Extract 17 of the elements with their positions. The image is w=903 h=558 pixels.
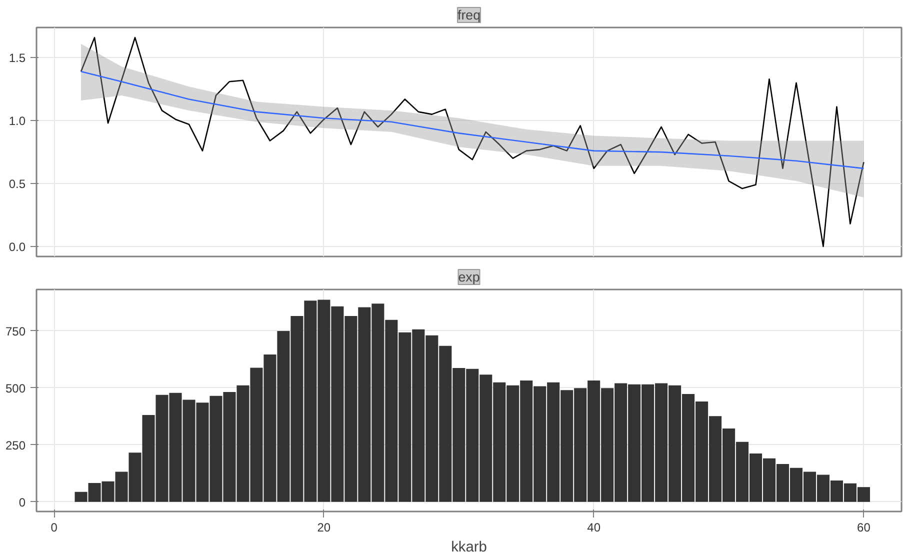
x-tick-label: 0 [50,520,58,534]
line-series [80,36,864,248]
y-tick-label: 500 [5,381,26,396]
y-tick-label: 0.5 [8,177,26,192]
x-tick-label: 20 [317,520,331,534]
chart-title: freq [458,8,480,22]
line-series [80,70,864,170]
x-axis-title: kkarb [451,540,487,556]
x-tick-label: 40 [587,520,601,534]
x-tick-label: 60 [857,520,871,534]
chart-title: exp [458,270,480,284]
y-tick-label: 1.0 [8,114,26,128]
y-tick-label: 250 [5,438,26,452]
y-tick-label: 0 [18,495,26,510]
y-tick-label: 1.5 [8,51,26,66]
y-tick-label: 750 [5,324,26,338]
y-tick-label: 0.0 [8,240,26,254]
